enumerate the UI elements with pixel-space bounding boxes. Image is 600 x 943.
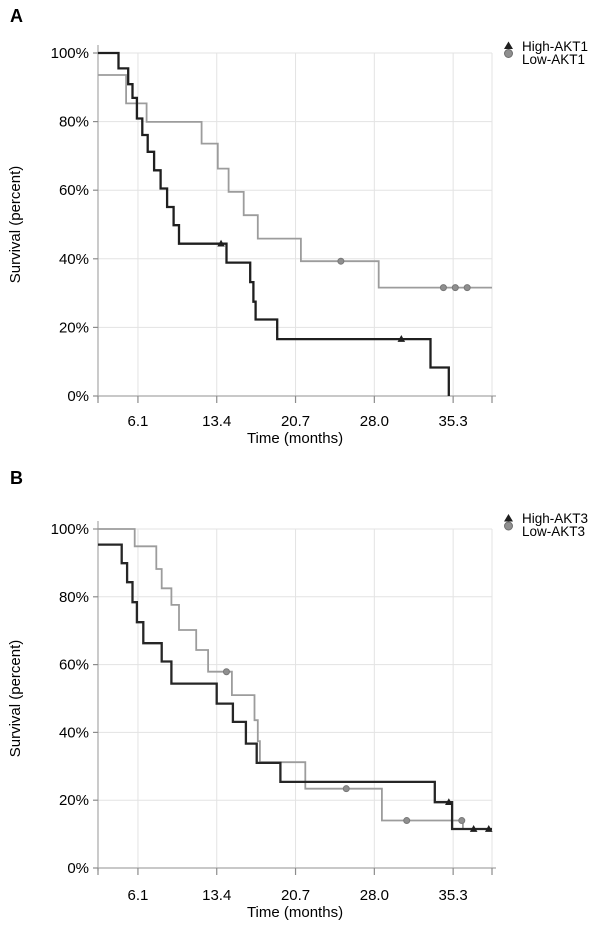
axes bbox=[93, 45, 496, 403]
y-tick-label: 20% bbox=[59, 319, 89, 336]
y-tick-label: 20% bbox=[59, 792, 89, 809]
y-tick-label: 40% bbox=[59, 251, 89, 268]
survival-curve-high-akt3 bbox=[98, 543, 492, 831]
y-tick-label: 60% bbox=[59, 182, 89, 199]
x-tick-label: 20.7 bbox=[281, 887, 310, 904]
gridlines bbox=[98, 52, 493, 397]
y-tick-label: 100% bbox=[51, 521, 89, 538]
legend-marker-circle bbox=[504, 521, 513, 531]
axes bbox=[93, 521, 496, 875]
y-tick-label: 80% bbox=[59, 114, 89, 131]
censor-mark-circle bbox=[439, 284, 447, 292]
censor-mark-circle bbox=[222, 668, 230, 676]
panel-label: B bbox=[10, 468, 23, 488]
y-axis-title: Survival (percent) bbox=[7, 166, 24, 284]
censor-mark-circle bbox=[458, 817, 466, 825]
x-tick-label: 35.3 bbox=[439, 887, 468, 904]
legend-marker-triangle bbox=[504, 41, 513, 49]
panel-b: 0% 20% 40% 60% 80% 100% 6.1 13.4 20.7 28.0 35.3 Tim… bbox=[7, 468, 588, 921]
legend-label-low: Low-AKT3 bbox=[522, 524, 585, 539]
censor-mark-circle bbox=[463, 284, 471, 292]
x-axis-title: Time (months) bbox=[247, 430, 343, 447]
y-tick-label: 40% bbox=[59, 724, 89, 741]
panel-label: A bbox=[10, 6, 23, 26]
censor-mark-circle bbox=[337, 257, 345, 265]
x-tick-label: 35.3 bbox=[439, 413, 468, 430]
legend-marker-circle bbox=[504, 49, 513, 58]
y-tick-label: 80% bbox=[59, 589, 89, 606]
censor-mark-circle bbox=[403, 817, 411, 825]
x-tick-label: 13.4 bbox=[202, 413, 231, 430]
legend-label-low: Low-AKT1 bbox=[522, 52, 585, 67]
x-axis-title: Time (months) bbox=[247, 904, 343, 921]
panel-a: 0% 20% 40% 60% 80% 100% 6.1 13.4 20.7 28.0 35.3 Tim… bbox=[7, 6, 588, 447]
censor-mark-triangle bbox=[217, 239, 225, 247]
survival-curve-low-akt3 bbox=[98, 528, 492, 830]
survival-curve-low-akt1 bbox=[98, 74, 492, 289]
y-tick-label: 0% bbox=[67, 860, 89, 877]
censor-mark-triangle bbox=[469, 825, 478, 832]
legend-label-high: High-AKT3 bbox=[522, 511, 588, 526]
x-tick-label: 6.1 bbox=[128, 887, 149, 904]
survival-curve-high-akt1 bbox=[98, 51, 450, 396]
censor-mark-circle bbox=[342, 785, 350, 793]
censor-mark-triangle bbox=[445, 798, 453, 806]
censor-mark-triangle bbox=[484, 825, 493, 832]
y-tick-label: 100% bbox=[51, 45, 89, 62]
legend-label-high: High-AKT1 bbox=[522, 39, 588, 54]
x-tick-label: 6.1 bbox=[128, 413, 149, 430]
x-tick-label: 28.0 bbox=[360, 887, 389, 904]
y-tick-label: 60% bbox=[59, 657, 89, 674]
x-tick-label: 13.4 bbox=[202, 887, 231, 904]
y-tick-label: 0% bbox=[67, 388, 89, 405]
legend-marker-triangle bbox=[504, 514, 513, 522]
gridlines bbox=[98, 528, 493, 869]
y-axis-title: Survival (percent) bbox=[7, 640, 24, 758]
x-tick-label: 28.0 bbox=[360, 413, 389, 430]
x-tick-label: 20.7 bbox=[281, 413, 310, 430]
censor-mark-circle bbox=[451, 284, 459, 292]
censor-mark-triangle bbox=[397, 335, 406, 342]
